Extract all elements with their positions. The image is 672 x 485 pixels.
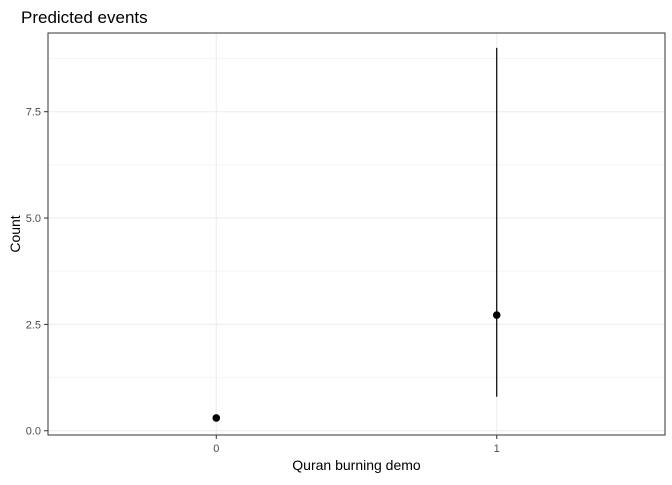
chart-title: Predicted events	[21, 8, 148, 27]
data-layer	[212, 47, 501, 422]
data-point	[492, 311, 501, 319]
x-tick-label: 1	[494, 443, 500, 455]
grid-layer	[48, 33, 665, 435]
y-axis-title: Count	[7, 215, 23, 252]
y-tick-label: 5.0	[26, 213, 41, 225]
x-tick-label: 0	[213, 443, 219, 455]
y-tick-label: 0.0	[26, 426, 41, 438]
axis-layer: 0.0 2.5 5.0 7.5 0 1	[26, 107, 500, 455]
y-tick-label: 7.5	[26, 107, 41, 119]
panel-border	[47, 32, 666, 436]
x-axis-title: Quran burning demo	[292, 457, 421, 473]
y-tick-label: 2.5	[26, 319, 41, 331]
data-point	[212, 414, 221, 422]
